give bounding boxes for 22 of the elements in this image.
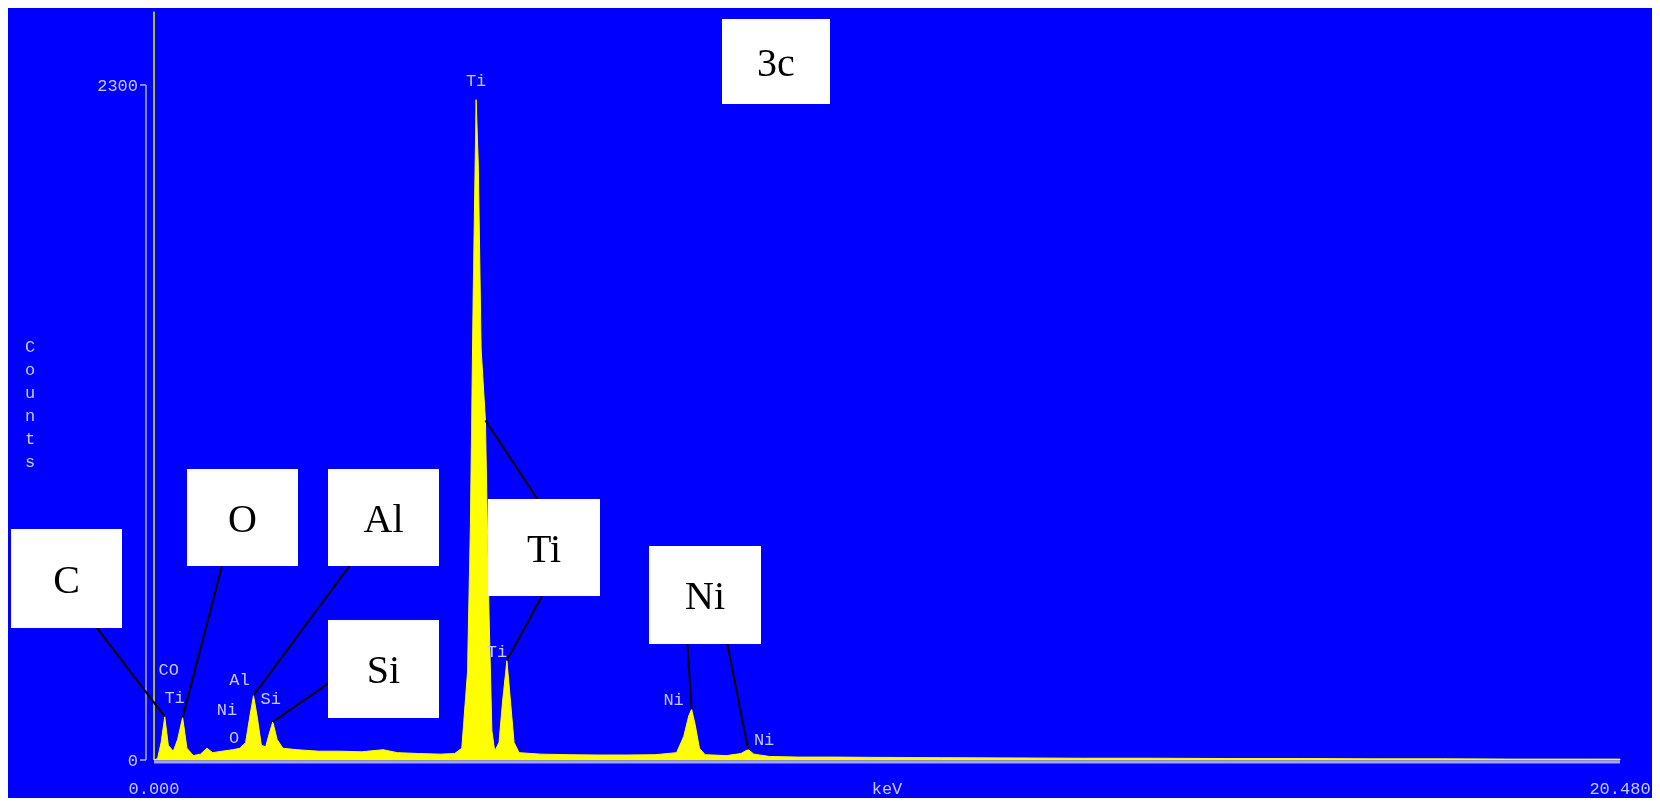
annotation: Ti	[526, 525, 562, 571]
annotation: Si	[260, 689, 282, 709]
annotation: Si	[366, 647, 401, 692]
y-tick-label: 0	[127, 751, 138, 771]
x-tick-label: 20.480	[1589, 780, 1651, 799]
annotation: Ni	[216, 701, 238, 721]
annotation: 3c	[757, 39, 795, 85]
annotation: O	[228, 495, 257, 541]
annotation: O	[228, 729, 240, 749]
annotation: CO	[158, 660, 179, 680]
y-tick-label: 2300	[97, 76, 138, 96]
annotation: Ni	[663, 691, 684, 711]
annotation: Al	[229, 671, 250, 691]
annotation: Ni	[685, 573, 725, 618]
annotation: Ti	[164, 689, 185, 709]
x-tick-label: 0.000	[128, 780, 180, 799]
x-axis-title: keV	[871, 780, 904, 799]
y-axis-title: Counts	[20, 338, 40, 476]
annotation: C	[53, 556, 80, 602]
annotation: Ni	[753, 731, 775, 751]
annotation: Al	[363, 495, 404, 541]
annotation: Ti	[465, 71, 487, 91]
